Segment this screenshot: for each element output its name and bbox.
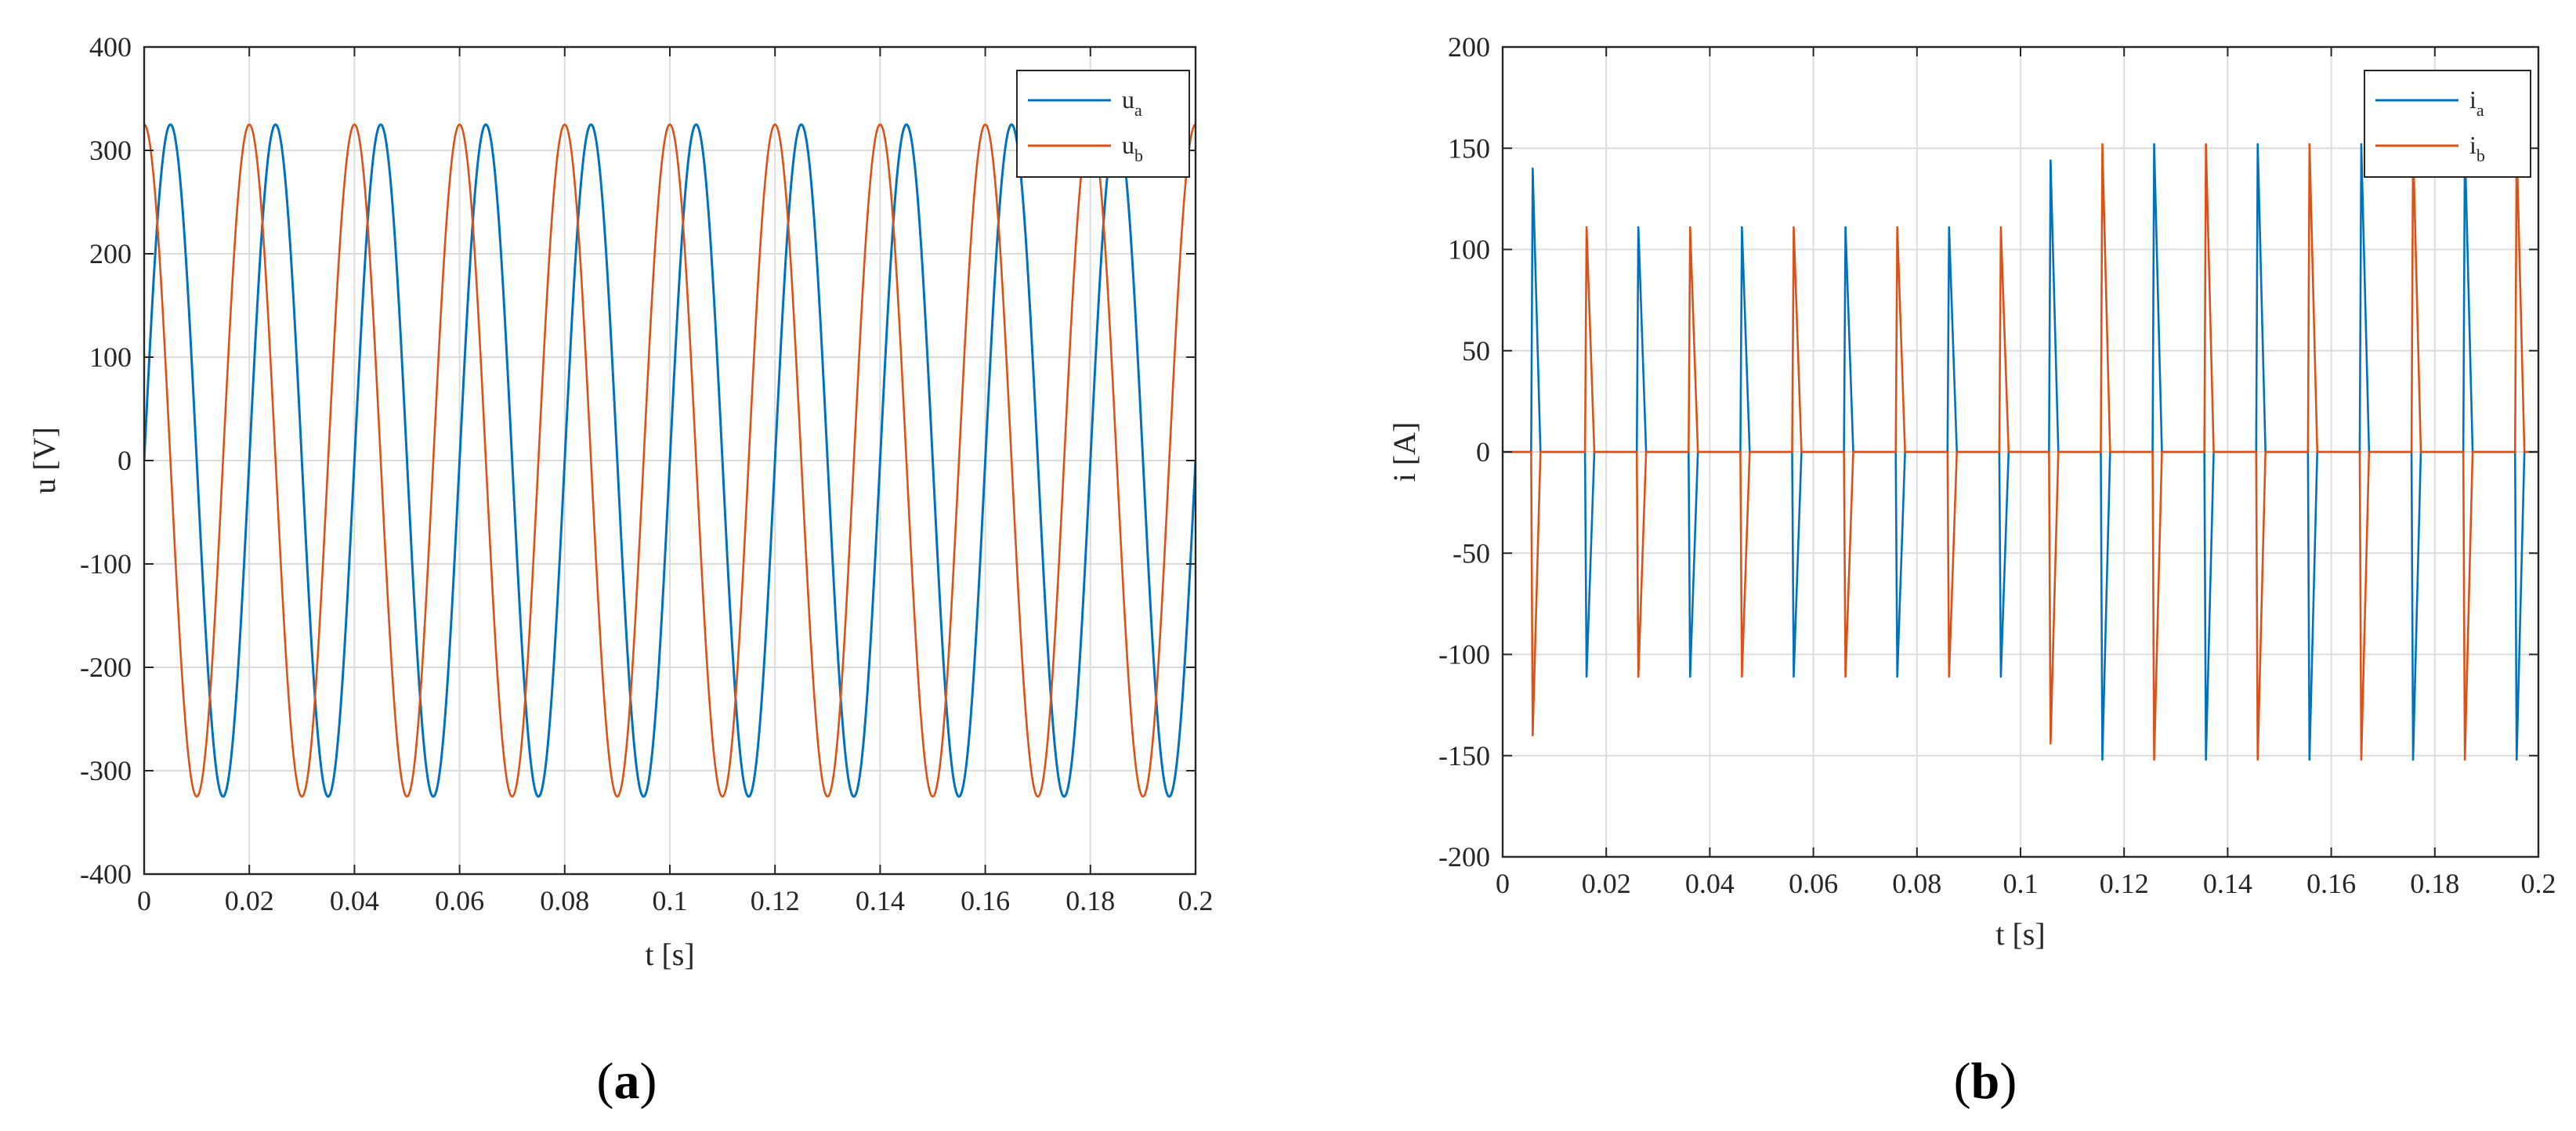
panel-b-y-tick-label: -100	[1438, 639, 1490, 670]
panel-a-x-axis-title: t [s]	[645, 937, 694, 972]
panel-a-x-tick-label: 0.14	[856, 885, 905, 916]
panel-b-legend: ia ib	[2364, 70, 2531, 178]
panel-a-x-tick-label: 0.12	[751, 885, 800, 916]
panel-a-legend: ua ub	[1016, 70, 1190, 178]
panel-b-y-tick-label: -50	[1453, 537, 1490, 569]
panel-b-x-tick-label: 0.16	[2306, 868, 2356, 899]
panel-a-x-tick-label: 0.06	[435, 885, 484, 916]
panel-a-legend-label-ua: ua	[1122, 85, 1142, 120]
panel-b-x-tick-label: 0.04	[1685, 868, 1735, 899]
panel-b-y-tick-label: -200	[1438, 841, 1490, 873]
panel-a-grid	[144, 47, 1196, 874]
panel-a-x-tick-label: 0	[137, 885, 151, 916]
panel-a-caption: (a)	[597, 1053, 657, 1110]
panel-b-y-axis-title: i [A]	[1387, 422, 1422, 482]
panel-a-x-tick-label: 0.16	[961, 885, 1010, 916]
panel-a-series-ub-line	[144, 123, 1196, 798]
panel-b-y-tick-label: -150	[1438, 740, 1490, 771]
panel-b-x-tick-label: 0.06	[1789, 868, 1838, 899]
panel-a-y-tick-label: 300	[89, 135, 132, 166]
panel-a-y-tick-label: -300	[80, 755, 132, 786]
panel-b-y-tick-label: 0	[1476, 436, 1490, 468]
panel-b-y-tick-label: 50	[1462, 335, 1490, 367]
panel-a-y-tick-label: -100	[80, 548, 132, 580]
panel-a-y-tick-label: -400	[80, 858, 132, 890]
panel-b-caption: (b)	[1954, 1053, 2017, 1110]
panel-b-x-axis-title: t [s]	[1995, 916, 2045, 952]
panel-a-y-tick-label: -200	[80, 652, 132, 683]
panel-a-legend-label-ub: ub	[1122, 131, 1143, 165]
panel-a-y-tick-label: 400	[89, 31, 132, 63]
panel-a-x-tick-label: 0.08	[540, 885, 589, 916]
panel-b-x-tick-label: 0.2	[2521, 868, 2556, 899]
panel-b-x-tick-label: 0.12	[2100, 868, 2149, 899]
panel-b-chart: 0 0.02 0.04 0.06 0.08 0.1 0.12 0.14 0.16 0.18 0.2 -…	[1387, 31, 2556, 952]
panel-b-x-tick-label: 0.1	[2003, 868, 2039, 899]
panel-a-y-tick-label: 100	[89, 341, 132, 373]
panel-a-x-tick-label: 0.04	[330, 885, 379, 916]
panel-b-legend-label-ib: ib	[2469, 131, 2485, 165]
panel-a-legend-box	[1016, 70, 1190, 178]
panel-b-x-tick-label: 0.18	[2410, 868, 2459, 899]
panel-a-x-tick-label: 0.1	[653, 885, 688, 916]
panel-b-series-group	[1503, 143, 2538, 761]
panel-a-chart: 0 0.02 0.04 0.06 0.08 0.1 0.12 0.14 0.16 0.18 0.2 -…	[27, 31, 1214, 972]
panel-a-x-tick-label: 0.02	[225, 885, 274, 916]
panel-a-y-tick-label: 200	[89, 238, 132, 269]
panel-a-y-tick-label: 0	[118, 445, 132, 476]
panel-b-legend-label-ia: ia	[2469, 85, 2484, 120]
panel-b-legend-box	[2364, 70, 2531, 178]
panel-b-x-tick-label: 0.14	[2203, 868, 2252, 899]
panel-a-x-tick-label: 0.2	[1178, 885, 1214, 916]
panel-b-x-tick-label: 0.02	[1582, 868, 1631, 899]
panel-a-y-axis-title: u [V]	[27, 427, 62, 494]
panel-b-y-tick-label: 150	[1448, 132, 1490, 164]
panel-b-x-tick-label: 0.08	[1892, 868, 1941, 899]
panel-b-y-tick-label: 100	[1448, 234, 1490, 266]
panel-b-x-tick-label: 0	[1496, 868, 1510, 899]
panel-a-x-tick-label: 0.18	[1065, 885, 1115, 916]
panel-b-y-tick-label: 200	[1448, 31, 1490, 63]
panel-b-series-ib-line	[1503, 143, 2538, 761]
